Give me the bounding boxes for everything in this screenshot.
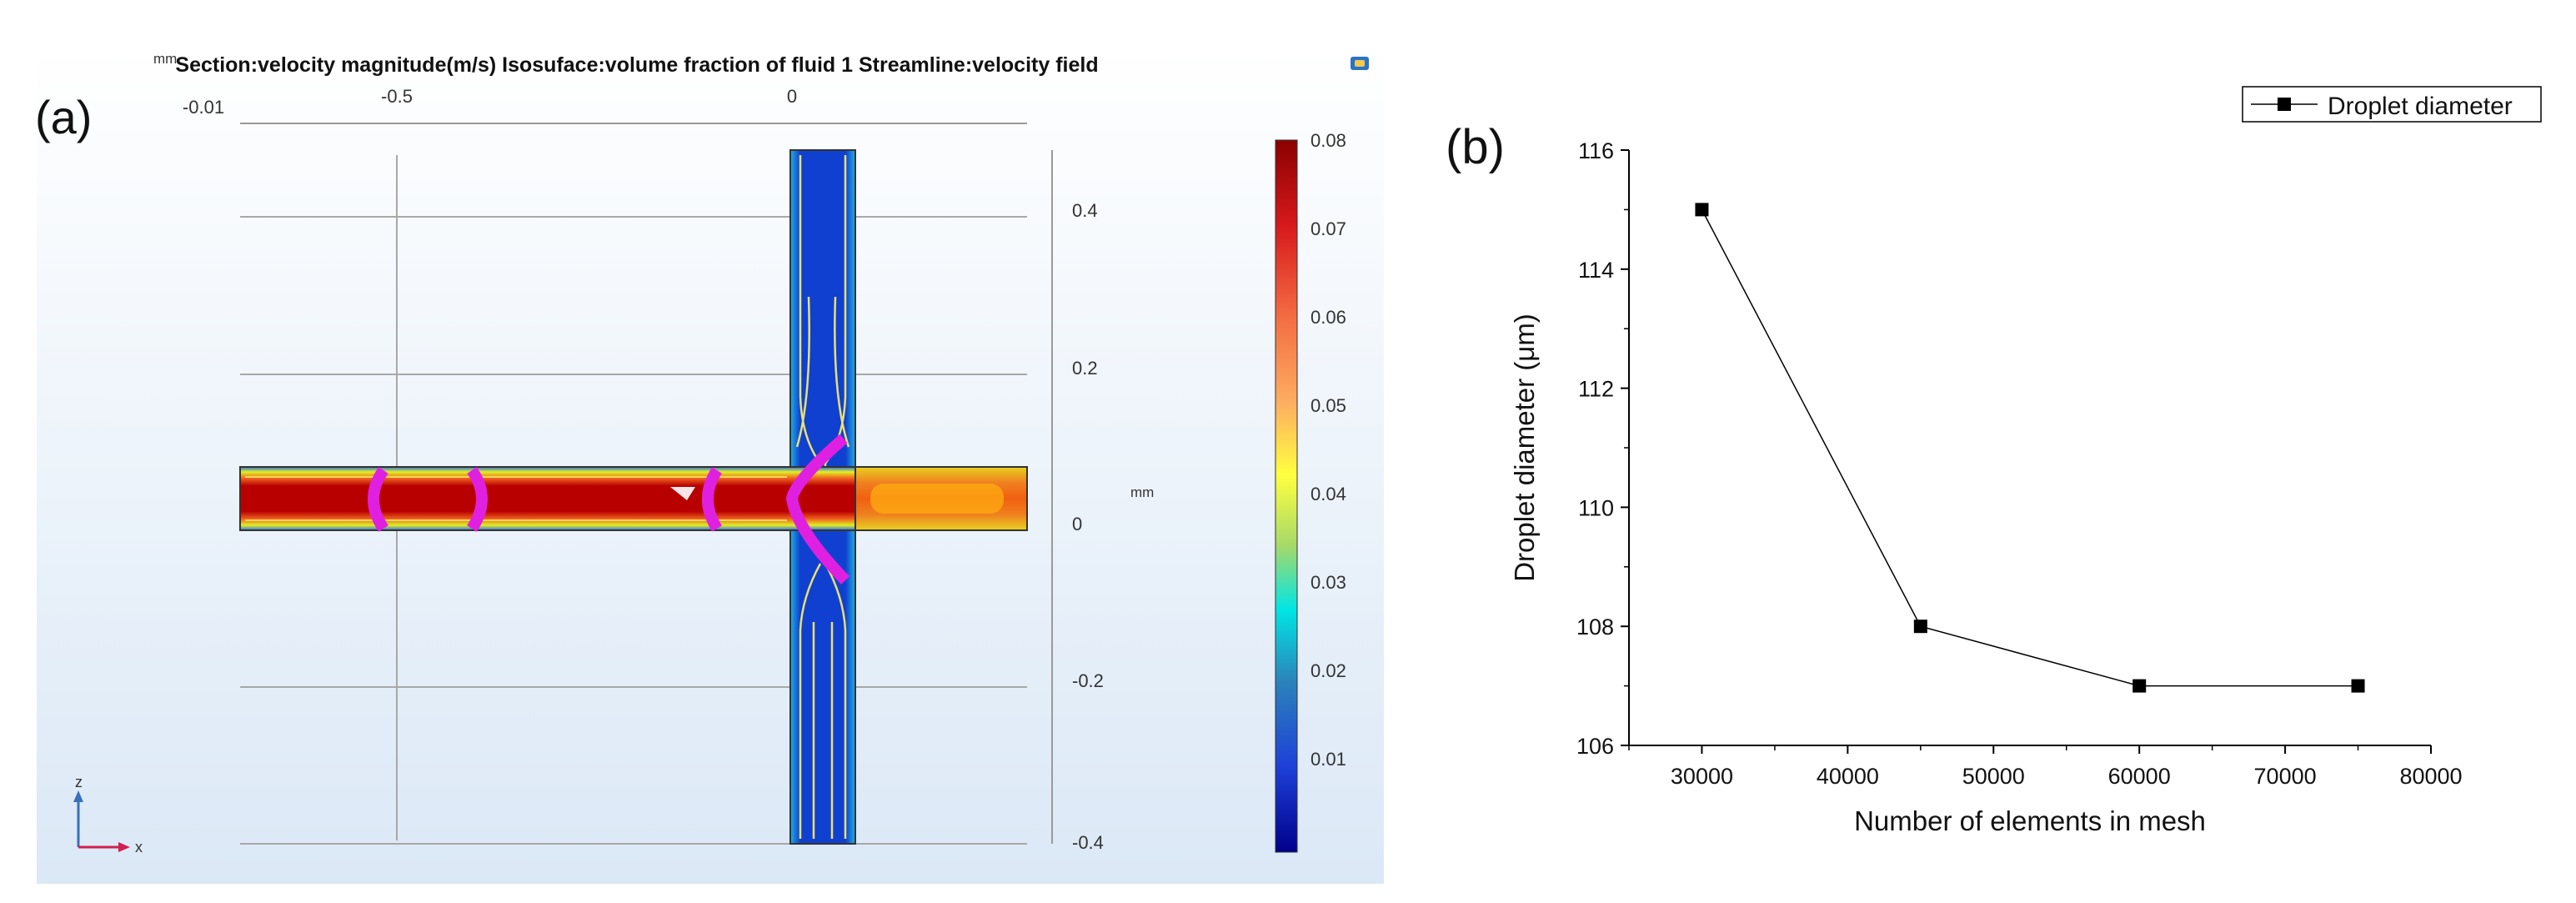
z-tick-label: 0.4 — [1072, 200, 1098, 221]
data-point — [2132, 679, 2147, 693]
unit-label-top: mm — [153, 51, 177, 67]
legend[interactable]: Droplet diameter — [2242, 86, 2542, 123]
x-tick-label: -0.5 — [381, 86, 413, 107]
x-tick-label: 60000 — [2108, 764, 2171, 789]
colorbar-tick-label: 0.06 — [1311, 307, 1346, 328]
triad-z-label: z — [75, 774, 83, 790]
z-tick-label: -0.4 — [1072, 832, 1104, 853]
data-point — [1913, 620, 1927, 634]
droplet-interface — [467, 466, 488, 532]
y-tick-label: 112 — [1578, 377, 1614, 402]
y-tick-label: 114 — [1578, 258, 1614, 283]
colorbar-tick-label: 0.04 — [1311, 484, 1346, 504]
droplet-interfaces — [368, 434, 850, 584]
y-tick-label: 106 — [1576, 734, 1614, 759]
x-tick-label: 70000 — [2254, 764, 2317, 789]
colorbar-tick-label: 0.05 — [1311, 395, 1346, 416]
colorbar-ticks: 0.08 0.07 0.06 0.05 0.04 0.03 0.02 0.01 — [1311, 130, 1346, 770]
data-point — [2351, 679, 2365, 693]
y-axis-title: Droplet diameter (μm) — [1509, 314, 1540, 582]
x-tick-label: -0.01 — [183, 97, 224, 118]
panel-b-label: (b) — [1446, 120, 1505, 174]
colorbar — [1275, 139, 1298, 853]
panel-a-title: Section:velocity magnitude(m/s) Isosufac… — [175, 53, 1098, 77]
data-series — [1695, 203, 2365, 693]
colorbar-tick-label: 0.08 — [1311, 130, 1346, 151]
z-tick-label: 0 — [1072, 514, 1082, 534]
z-axis-unit: mm — [1130, 484, 1154, 500]
y-tick-label: 108 — [1576, 615, 1614, 640]
y-tick-label: 116 — [1578, 138, 1614, 163]
colorbar-tick-label: 0.03 — [1311, 572, 1346, 593]
droplet-interface — [368, 466, 388, 532]
droplet-interface — [785, 434, 850, 584]
data-point — [1695, 203, 1709, 217]
inlet-streamlines — [245, 476, 787, 521]
outlet-core — [870, 484, 1004, 514]
vortex-spot — [670, 487, 695, 500]
legend-marker — [2278, 98, 2291, 111]
simulation-panel: mm Section:velocity magnitude(m/s) Isosu… — [37, 47, 1384, 884]
x-axis-title: Number of elements in mesh — [1854, 805, 2206, 836]
x-tick-label: 30000 — [1671, 764, 1733, 789]
z-tick-label: 0.2 — [1072, 358, 1098, 379]
colorbar-tick-label: 0.02 — [1311, 660, 1346, 681]
triad-x-label: x — [135, 839, 143, 855]
mesh-convergence-chart: (b) 30000 40000 50000 60000 70000 80000 10610… — [1446, 86, 2542, 836]
axis-triad[interactable]: z x — [73, 774, 143, 855]
droplet-interface — [702, 467, 723, 532]
triad-x-arrowhead — [118, 842, 130, 852]
x-tick-label: 80000 — [2399, 764, 2462, 789]
x-axis-ticks: 30000 40000 50000 60000 70000 80000 — [1628, 745, 2463, 789]
panel-a-label: (a) — [37, 91, 92, 143]
plot-axes: 30000 40000 50000 60000 70000 80000 106 108 110… — [1576, 138, 2463, 789]
colorbar-tick-label: 0.07 — [1311, 218, 1346, 239]
y-axis-ticks: 106 108 110 112 114 116 — [1576, 138, 1629, 759]
legend-label: Droplet diameter — [2328, 93, 2513, 120]
x-tick-label: 50000 — [1962, 764, 2025, 789]
z-tick-label: -0.2 — [1072, 670, 1104, 691]
triad-z-arrowhead — [73, 790, 83, 802]
colorbar-tick-label: 0.01 — [1311, 749, 1346, 770]
view-background — [37, 47, 1384, 884]
camera-icon-detail — [1355, 60, 1365, 67]
series-line — [1701, 209, 2358, 687]
simulation-view: mm Section:velocity magnitude(m/s) Isosu… — [37, 47, 1384, 884]
x-tick-label: 40000 — [1817, 764, 1879, 789]
x-tick-label: 0 — [787, 86, 797, 107]
y-tick-label: 110 — [1578, 495, 1614, 520]
